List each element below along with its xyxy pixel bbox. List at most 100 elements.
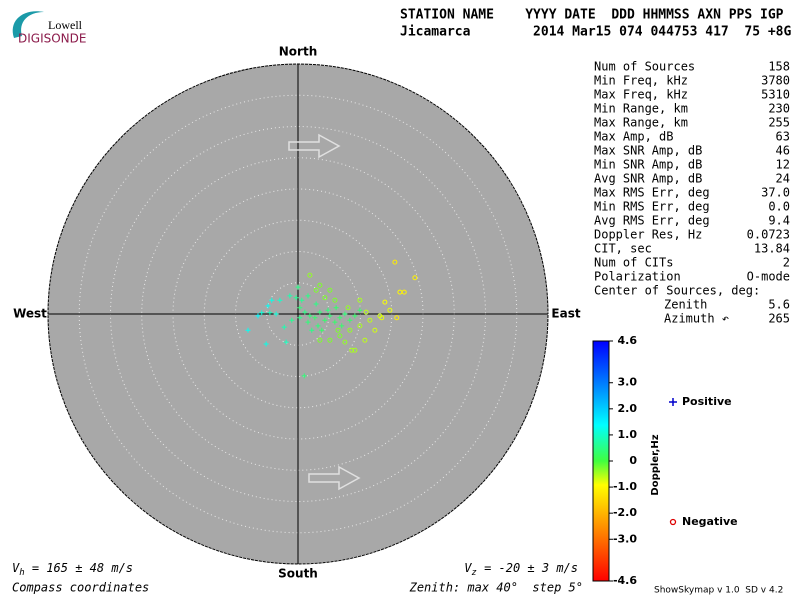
- stat-value: 12: [776, 158, 790, 172]
- stat-value: 230: [768, 102, 790, 116]
- stat-value: 9.4: [768, 214, 790, 228]
- colorbar-tick-label: -1.0: [613, 480, 637, 493]
- text: = 165 ± 48 m/s: [25, 561, 133, 575]
- source-positive: [347, 317, 353, 323]
- stat-label: Num of CITs: [594, 256, 673, 270]
- source-negative: [382, 299, 388, 305]
- colorbar-tick-label: -4.6: [613, 574, 637, 587]
- source-positive: [307, 313, 313, 319]
- stat-value: 63: [776, 130, 790, 144]
- source-positive: [312, 315, 318, 321]
- stat-label: CIT, sec: [594, 242, 652, 256]
- legend-marker: [669, 398, 677, 406]
- source-positive: [297, 305, 303, 311]
- source-negative: [352, 347, 358, 353]
- colorbar: [592, 340, 610, 582]
- source-positive: [293, 295, 299, 301]
- source-negative: [347, 327, 353, 333]
- source-negative: [307, 272, 313, 278]
- source-negative: [322, 295, 328, 301]
- source-positive: [333, 305, 339, 311]
- source-negative: [367, 317, 373, 323]
- stat-label: Min SNR Amp, dB: [594, 158, 702, 172]
- source-positive: [352, 313, 358, 319]
- stat-value: 46: [776, 144, 790, 158]
- colorbar-tick-label: 3.0: [618, 376, 638, 389]
- version: ShowSkymap v 1.0 SD v 4.2: [654, 586, 783, 596]
- source-negative: [401, 289, 407, 295]
- center-title: Center of Sources, deg:: [594, 284, 760, 298]
- source-positive: [302, 309, 308, 315]
- source-positive: [342, 311, 348, 317]
- source-negative: [327, 287, 333, 293]
- stat-value: O-mode: [747, 270, 790, 284]
- source-negative: [394, 315, 400, 321]
- source-negative: [357, 297, 363, 303]
- source-negative: [345, 305, 351, 311]
- stat-label: Max Freq, kHz: [594, 88, 688, 102]
- source-positive: [287, 293, 293, 299]
- stat-label: Min Freq, kHz: [594, 74, 688, 88]
- drift-arrow: [288, 133, 341, 159]
- source-negative: [327, 337, 333, 343]
- source-negative: [337, 333, 343, 339]
- source-positive: [295, 284, 301, 290]
- stat-label: Max Range, km: [594, 116, 688, 130]
- zenith-note: Zenith: max 40° step 5°: [409, 581, 583, 595]
- source-positive: [357, 307, 363, 313]
- source-positive: [263, 341, 269, 347]
- source-positive: [313, 301, 319, 307]
- direction-label: South: [278, 567, 318, 581]
- legend-label: Positive: [682, 395, 732, 408]
- source-negative: [363, 309, 369, 315]
- direction-label: West: [13, 307, 47, 321]
- source-positive: [267, 310, 273, 316]
- source-positive: [297, 315, 303, 321]
- source-positive: [339, 323, 345, 329]
- source-positive: [309, 327, 315, 333]
- source-positive: [315, 323, 321, 329]
- colorbar-tick-label: 1.0: [618, 428, 638, 441]
- symbol: V: [464, 561, 472, 575]
- colorbar-label: Doppler,Hz: [650, 434, 661, 495]
- legend-label: Negative: [682, 515, 738, 528]
- subscript: z: [471, 568, 476, 578]
- source-negative: [332, 297, 338, 303]
- stat-value: 0.0: [768, 200, 790, 214]
- source-positive: [265, 303, 271, 309]
- source-negative: [387, 307, 393, 313]
- source-negative: [349, 347, 355, 353]
- direction-label: North: [279, 45, 317, 59]
- subscript: h: [19, 568, 24, 578]
- stat-value: 24: [776, 172, 790, 186]
- source-positive: [273, 311, 279, 317]
- velocity-h: Vh = 165 ± 48 m/s: [12, 561, 133, 578]
- drift-arrow: [308, 465, 361, 491]
- stat-value: 255: [768, 116, 790, 130]
- source-positive: [325, 307, 331, 313]
- source-negative: [317, 282, 323, 288]
- source-positive: [259, 310, 265, 316]
- stat-value: 5310: [761, 88, 790, 102]
- source-positive: [283, 339, 289, 345]
- source-negative: [357, 323, 363, 329]
- header-columns: STATION NAME YYYY DATE DDD HHMMSS AXN PP…: [400, 8, 784, 23]
- source-negative: [379, 315, 385, 321]
- source-negative: [362, 337, 368, 343]
- stat-value: 2: [783, 256, 790, 270]
- stat-label: Doppler Res, Hz: [594, 228, 702, 242]
- stat-label: Max RMS Err, deg: [594, 186, 710, 200]
- source-positive: [305, 293, 311, 299]
- stat-label: Max Amp, dB: [594, 130, 673, 144]
- source-positive: [255, 313, 261, 319]
- stat-label: Max SNR Amp, dB: [594, 144, 702, 158]
- logo-top: Lowell: [48, 18, 83, 32]
- stat-value: 13.84: [754, 242, 790, 256]
- source-positive: [301, 373, 307, 379]
- source-positive: [327, 313, 333, 319]
- colorbar-tick-label: -2.0: [613, 506, 637, 519]
- stat-label: Min RMS Err, deg: [594, 200, 710, 214]
- source-positive: [317, 309, 323, 315]
- source-positive: [305, 319, 311, 325]
